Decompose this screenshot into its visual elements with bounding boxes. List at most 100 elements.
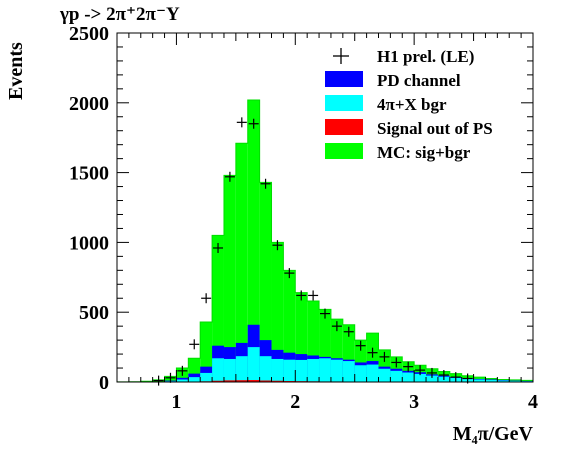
data-point	[438, 370, 449, 381]
bar-signal-out-of-ps	[259, 380, 272, 382]
bar-4-x-bgr	[473, 379, 486, 382]
legend-swatch	[325, 71, 363, 87]
y-tick-label: 2000	[69, 93, 109, 115]
bar-mc-sig-bgr	[319, 309, 331, 382]
y-axis-label: Events	[5, 42, 27, 100]
bar-4-x-bgr	[414, 373, 427, 382]
bar-4-x-bgr	[426, 375, 438, 382]
data-point	[320, 308, 330, 319]
legend: H1 prel. (LE) PD channel 4π+X bgr Signal ou…	[325, 47, 493, 162]
legend-label: 4π+X bgr	[377, 95, 447, 114]
data-point	[213, 242, 224, 253]
bar-mc-sig-bgr	[223, 175, 236, 382]
data-point	[177, 365, 188, 376]
data-point	[153, 375, 164, 386]
bar-signal-out-of-ps	[223, 380, 236, 382]
bar-4-x-bgr	[354, 365, 367, 382]
x-tick-label: 3	[409, 391, 419, 413]
data-point	[426, 367, 437, 378]
bar-signal-out-of-ps	[235, 380, 248, 382]
bar-mc-sig-bgr	[354, 340, 367, 382]
chart-title: γp -> 2π⁺2π⁻Y	[59, 4, 180, 25]
y-tick-label: 0	[99, 372, 109, 394]
data-point	[236, 117, 247, 128]
plot-frame	[116, 32, 534, 383]
data-point	[165, 372, 176, 383]
bar-mc-sig-bgr	[235, 143, 248, 382]
bar-4-x-bgr	[366, 364, 379, 382]
x-axis-label: M₄π/GeV	[453, 423, 534, 445]
bar-4-x-bgr	[378, 368, 391, 382]
bar-4-x-bgr	[319, 358, 331, 382]
bar-4-x-bgr	[200, 372, 213, 382]
data-point	[379, 351, 390, 362]
bar-4-x-bgr	[188, 377, 201, 382]
bar-4-x-bgr	[509, 380, 522, 382]
bar-mc-sig-bgr	[259, 182, 272, 382]
y-tick-label: 1000	[69, 232, 109, 254]
bar-4-x-bgr	[259, 356, 272, 382]
data-point	[224, 171, 235, 182]
x-tick-label: 1	[171, 391, 181, 413]
bar-4-x-bgr	[342, 361, 355, 382]
data-point	[296, 290, 307, 301]
data-points	[153, 117, 473, 386]
bar-4-x-bgr	[295, 359, 308, 382]
legend-label: Signal out of PS	[377, 119, 493, 138]
bar-mc-sig-bgr	[188, 358, 201, 382]
data-point	[403, 361, 414, 372]
data-point	[201, 293, 212, 304]
bar-mc-sig-bgr	[212, 235, 224, 382]
data-point	[462, 373, 473, 384]
legend-swatch	[325, 143, 363, 159]
y-tick-label: 2500	[69, 23, 109, 45]
legend-item: PD channel	[325, 71, 461, 90]
bar-4-x-bgr	[390, 370, 403, 382]
legend-item: MC: sig+bgr	[325, 143, 471, 162]
bar-signal-out-of-ps	[271, 380, 284, 382]
data-point	[308, 290, 319, 301]
mc-outline	[116, 99, 533, 383]
bar-mc-sig-bgr	[307, 301, 320, 382]
data-point	[189, 339, 200, 350]
bar-mc-sig-bgr	[271, 242, 284, 382]
bar-4-x-bgr	[176, 379, 189, 382]
x-tick-label: 2	[290, 391, 300, 413]
y-tick-label: 500	[79, 302, 109, 324]
x-tick-label: 4	[528, 391, 538, 413]
bar-mc-sig-bgr	[247, 100, 260, 383]
legend-label: H1 prel. (LE)	[377, 47, 474, 66]
bar-signal-out-of-ps	[212, 380, 224, 382]
legend-item: 4π+X bgr	[325, 95, 447, 114]
axis-ticks: 0 500 1000 1500 2000 2500 1 2 3 4	[69, 23, 538, 413]
bar-mc-sig-bgr	[200, 321, 213, 382]
bar-mc-sig-bgr	[378, 349, 391, 382]
legend-swatch	[325, 119, 363, 135]
legend-swatch	[325, 95, 363, 111]
data-point	[248, 118, 259, 129]
bar-mc-sig-bgr	[330, 319, 343, 382]
legend-item: H1 prel. (LE)	[333, 47, 474, 66]
bar-4-x-bgr	[247, 347, 260, 382]
histogram-fills	[116, 99, 533, 383]
bar-4-x-bgr	[223, 358, 236, 382]
bar-4-x-bgr	[212, 358, 224, 382]
bar-4-x-bgr	[402, 372, 415, 382]
data-point	[415, 365, 426, 376]
data-point	[343, 326, 354, 337]
data-point	[367, 347, 378, 358]
legend-item: Signal out of PS	[325, 119, 493, 138]
bar-4-x-bgr	[485, 380, 498, 382]
data-point	[284, 268, 295, 279]
legend-label: PD channel	[377, 71, 461, 90]
bar-mc-sig-bgr	[283, 270, 296, 382]
bar-signal-out-of-ps	[247, 380, 260, 382]
plot-border	[116, 32, 534, 383]
data-point	[391, 357, 402, 368]
bar-4-x-bgr	[307, 358, 320, 382]
data-point	[331, 321, 342, 332]
data-point	[272, 240, 283, 251]
bar-4-x-bgr	[235, 356, 248, 382]
y-tick-label: 1500	[69, 163, 109, 185]
